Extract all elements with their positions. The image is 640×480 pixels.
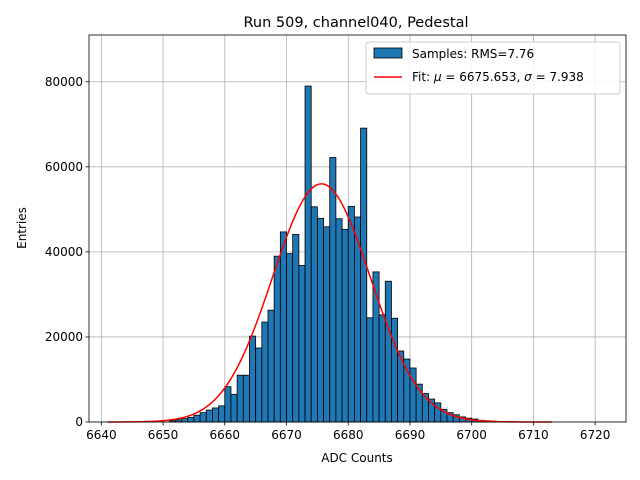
histogram-bar: [230, 393, 238, 423]
x-axis-label: ADC Counts: [321, 451, 393, 465]
x-tick-label: 6680: [333, 428, 364, 442]
x-tick-label: 6640: [86, 428, 117, 442]
histogram-bars: [168, 85, 516, 423]
y-axis-label: Entries: [15, 207, 29, 249]
histogram-bar: [236, 374, 244, 423]
x-axis-ticks: 6640 6650 6660 6670 6680 6690 6700 6710 6720: [86, 422, 610, 442]
legend-fit-sigma-symbol: σ: [524, 70, 532, 84]
y-axis-ticks: 0 20000 40000 60000 80000: [45, 75, 89, 429]
legend-fit-prefix: Fit:: [412, 70, 434, 84]
legend-histogram-swatch: [373, 47, 403, 59]
histogram-bar: [384, 280, 392, 423]
legend-fit-label: Fit: μ = 6675.653, σ = 7.938: [412, 70, 584, 84]
histogram-bar: [267, 309, 275, 423]
histogram-bar: [218, 405, 226, 423]
y-tick-label: 80000: [45, 75, 83, 89]
histogram-bar: [279, 231, 287, 423]
legend: Samples: RMS=7.76 Fit: μ = 6675.653, σ =…: [365, 41, 621, 95]
histogram-bar: [360, 127, 368, 423]
y-tick-label: 40000: [45, 245, 83, 259]
histogram-bar: [261, 321, 269, 423]
x-tick-label: 6690: [395, 428, 426, 442]
x-tick-label: 6660: [210, 428, 241, 442]
histogram-bar: [323, 226, 331, 423]
histogram-bar: [249, 335, 257, 423]
histogram-bar: [316, 217, 324, 423]
histogram-bar: [193, 414, 201, 423]
histogram-bar: [391, 317, 399, 423]
histogram-bar: [224, 386, 232, 423]
histogram-bar: [378, 314, 386, 423]
histogram-bar: [255, 347, 263, 423]
x-tick-label: 6720: [580, 428, 611, 442]
legend-fit-mu-value: = 6675.653,: [442, 70, 525, 84]
histogram-bar: [292, 234, 300, 423]
histogram-bar: [212, 407, 220, 423]
histogram-bar: [187, 416, 195, 423]
histogram-bar: [199, 412, 207, 423]
histogram-bar: [310, 206, 318, 423]
histogram-bar: [335, 218, 343, 423]
legend-fit-sigma-value: = 7.938: [532, 70, 584, 84]
histogram-bar: [273, 255, 281, 423]
y-tick-label: 0: [75, 415, 83, 429]
x-tick-label: 6670: [271, 428, 302, 442]
histogram-bar: [347, 205, 355, 423]
plot-frame: [88, 34, 627, 423]
histogram-bar: [242, 374, 250, 423]
histogram-bar: [205, 409, 213, 423]
fit-curve: [107, 183, 552, 423]
legend-box: [365, 41, 621, 95]
y-tick-label: 60000: [45, 160, 83, 174]
histogram-bar: [329, 157, 337, 423]
x-tick-label: 6700: [456, 428, 487, 442]
histogram-bar: [341, 228, 349, 423]
histogram-bar: [298, 265, 306, 423]
chart-title: Run 509, channel040, Pedestal: [243, 15, 468, 31]
histogram-bar: [304, 85, 312, 423]
x-tick-label: 6710: [518, 428, 549, 442]
histogram-bar: [366, 317, 374, 423]
histogram-bar: [286, 253, 294, 423]
y-tick-label: 20000: [45, 330, 83, 344]
x-tick-label: 6650: [148, 428, 179, 442]
histogram-bar: [181, 418, 189, 423]
legend-histogram-label: Samples: RMS=7.76: [412, 47, 534, 61]
legend-fit-mu-symbol: μ: [433, 70, 442, 84]
